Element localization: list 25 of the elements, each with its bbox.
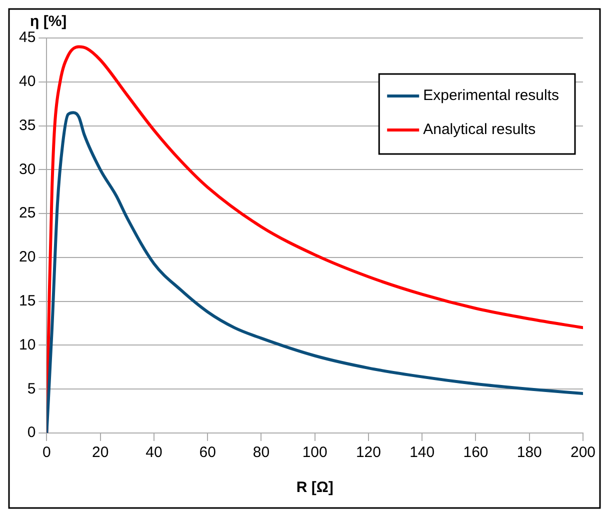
legend-label: Analytical results [423, 121, 536, 138]
y-tick-label: 15 [18, 292, 36, 310]
x-tick-label: 160 [463, 444, 488, 462]
y-tick-label: 0 [27, 424, 36, 442]
x-tick-label: 0 [42, 444, 51, 462]
x-tick-label: 60 [199, 444, 216, 462]
x-tick-label: 180 [516, 444, 542, 462]
x-tick-label: 120 [356, 444, 381, 462]
x-tick-label: 20 [92, 444, 109, 462]
x-tick-label: 80 [252, 444, 270, 462]
y-tick-label: 10 [18, 336, 36, 354]
x-tick-label: 100 [302, 444, 328, 462]
x-tick-label: 40 [146, 444, 162, 462]
y-tick-label: 40 [18, 73, 36, 90]
x-tick-label: 200 [570, 444, 596, 462]
x-axis-title: R [Ω] [296, 479, 334, 496]
y-tick-label: 25 [18, 204, 36, 222]
x-tick-label: 140 [410, 444, 435, 462]
y-tick-label: 30 [18, 160, 36, 178]
y-axis-title: η [%] [30, 13, 67, 30]
y-tick-label: 45 [18, 29, 36, 46]
y-tick-label: 5 [27, 380, 36, 398]
legend-label: Experimental results [423, 87, 560, 104]
y-tick-label: 35 [18, 116, 36, 134]
y-tick-label: 20 [18, 248, 36, 266]
